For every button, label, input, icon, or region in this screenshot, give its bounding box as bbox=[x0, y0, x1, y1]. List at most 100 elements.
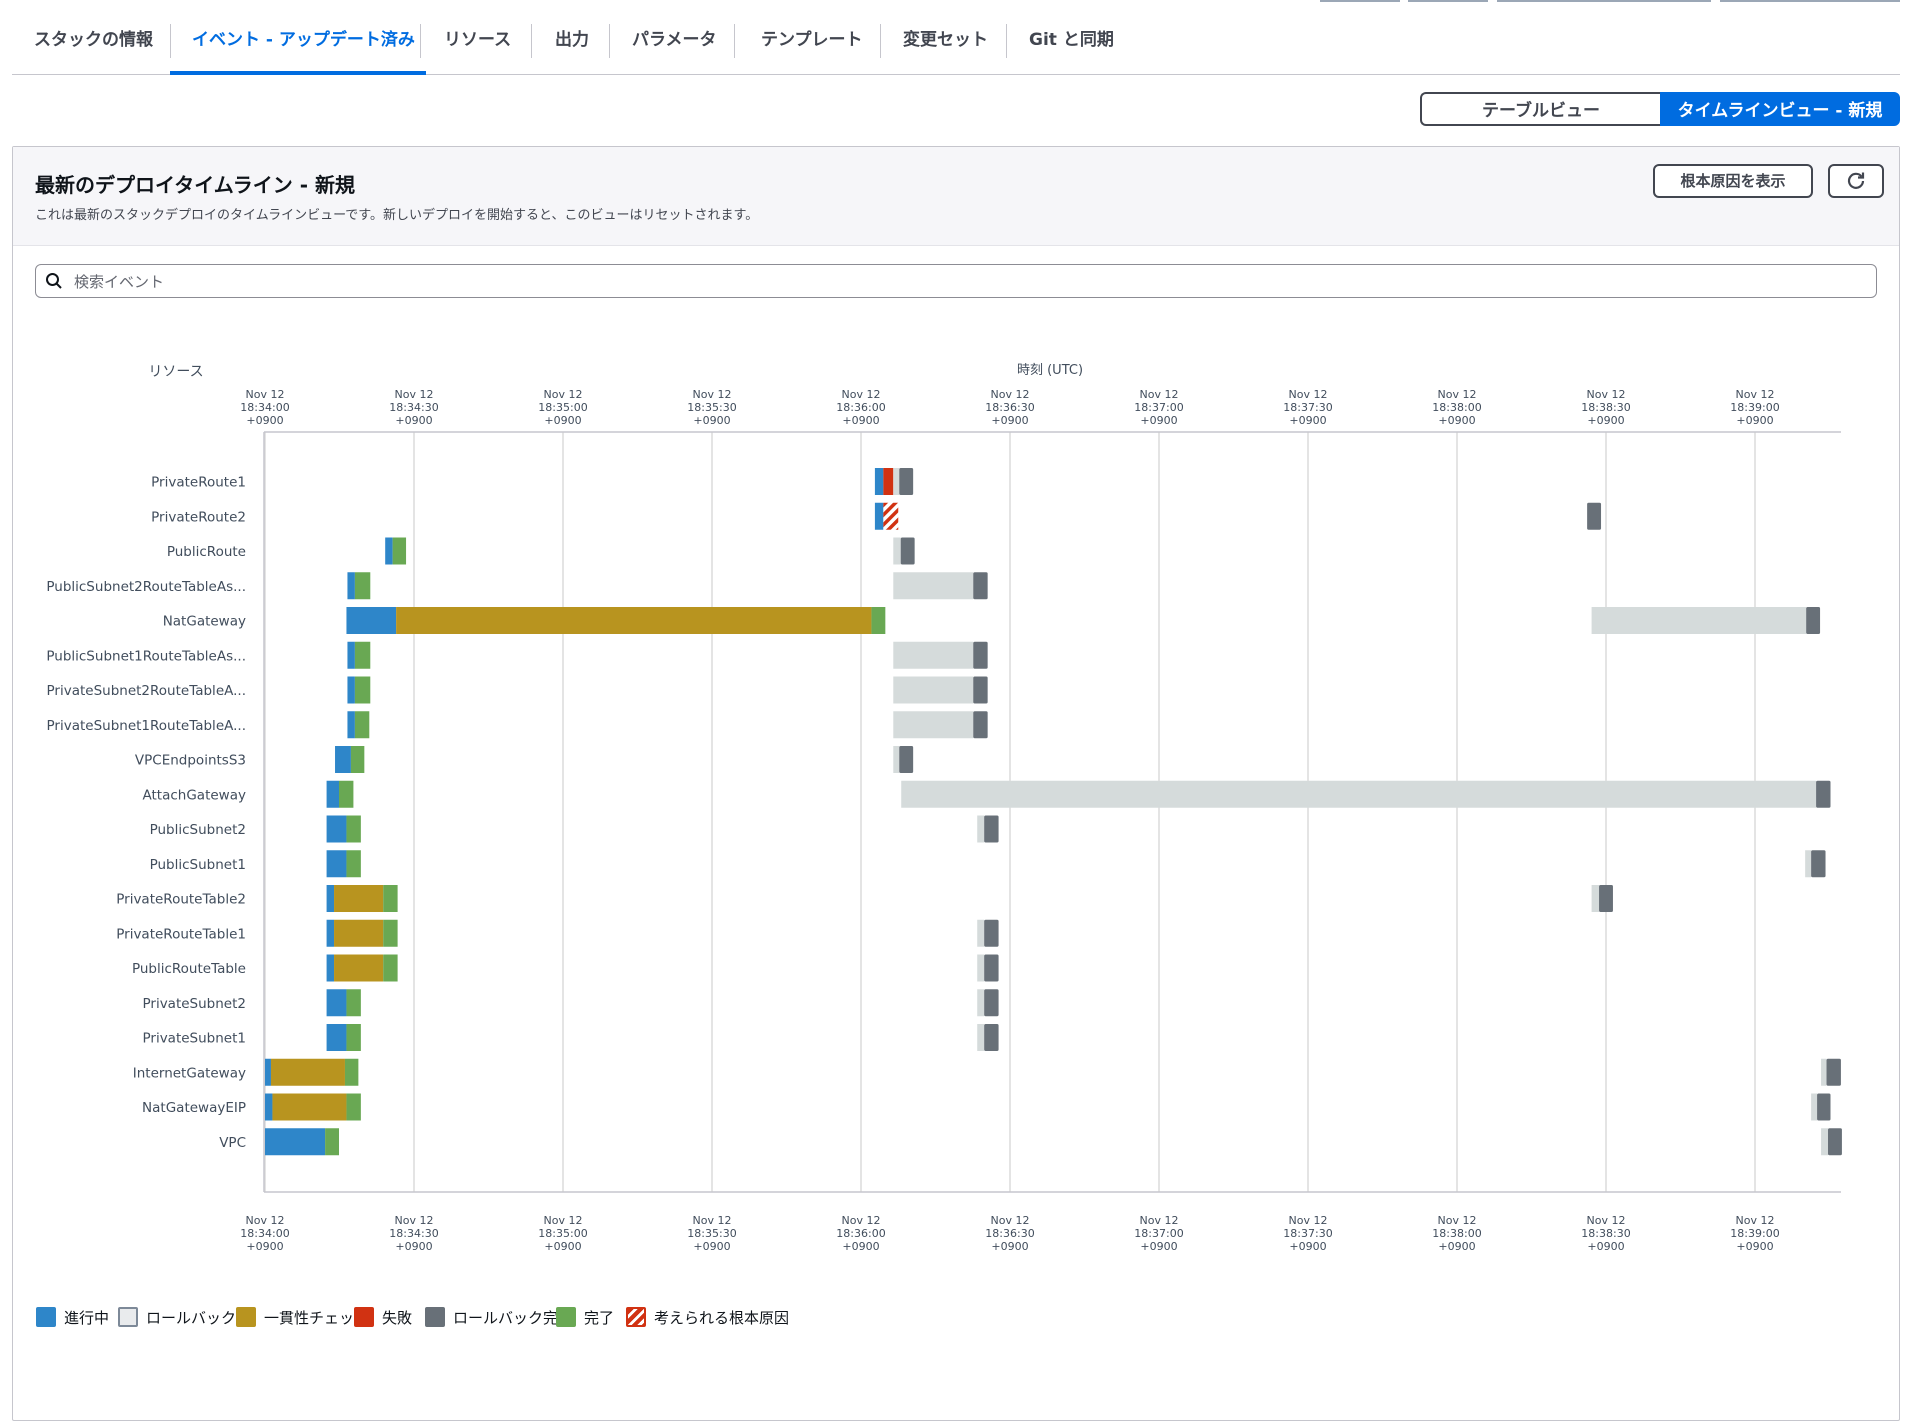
bar-rollback bbox=[1821, 1058, 1827, 1086]
resource-label: AttachGateway bbox=[143, 787, 246, 803]
bar-rollback-complete bbox=[1806, 607, 1821, 634]
resource-label: PrivateRoute2 bbox=[151, 509, 246, 525]
x-tick-bottom-tz: +0900 bbox=[1140, 1240, 1177, 1253]
tab-4[interactable]: 出力 bbox=[555, 30, 589, 50]
top-edge-control bbox=[1408, 0, 1488, 2]
bar-complete bbox=[344, 1058, 359, 1086]
x-tick-top-time: 18:37:00 bbox=[1134, 401, 1183, 414]
x-tick-bottom-tz: +0900 bbox=[1289, 1240, 1326, 1253]
bar-rollback bbox=[977, 1024, 985, 1051]
tab-7[interactable]: 変更セット bbox=[903, 30, 988, 50]
x-tick-bottom-date: Nov 12 bbox=[1736, 1214, 1775, 1227]
legend-label: 失敗 bbox=[382, 1309, 413, 1327]
bar-complete bbox=[339, 780, 354, 808]
x-tick-bottom-time: 18:36:30 bbox=[985, 1227, 1034, 1240]
x-tick-top-date: Nov 12 bbox=[1438, 388, 1477, 401]
x-tick-bottom-tz: +0900 bbox=[544, 1240, 581, 1253]
bar-rollback-complete bbox=[1817, 1093, 1831, 1121]
show-root-cause-button[interactable]: 根本原因を表示 bbox=[1653, 164, 1813, 198]
bar-rollback-complete bbox=[899, 468, 914, 495]
tab-3[interactable]: リソース bbox=[444, 30, 512, 50]
bar-rollback-complete bbox=[984, 919, 999, 947]
x-tick-top-time: 18:36:00 bbox=[836, 401, 885, 414]
x-tick-top-date: Nov 12 bbox=[1587, 388, 1626, 401]
x-tick-top-time: 18:35:30 bbox=[687, 401, 736, 414]
x-tick-top-time: 18:37:30 bbox=[1283, 401, 1332, 414]
active-tab-indicator bbox=[170, 71, 426, 75]
x-tick-top-date: Nov 12 bbox=[395, 388, 434, 401]
bar-complete bbox=[392, 537, 407, 565]
x-tick-top-tz: +0900 bbox=[842, 414, 879, 427]
bar-complete bbox=[871, 607, 886, 634]
timeline-view-button[interactable]: タイムラインビュー - 新規 bbox=[1660, 92, 1900, 126]
x-tick-top-tz: +0900 bbox=[246, 414, 283, 427]
tab-8[interactable]: Git と同期 bbox=[1029, 30, 1114, 50]
bar-rollback bbox=[1811, 1093, 1818, 1121]
bar-in-progress bbox=[874, 502, 884, 530]
tab-separator bbox=[420, 24, 421, 58]
bar-consistency bbox=[334, 919, 384, 947]
legend-swatch bbox=[236, 1307, 256, 1327]
refresh-button[interactable] bbox=[1828, 164, 1884, 198]
tab-bar: スタックの情報 イベント - アップデート済み リソース 出力 パラメータ テンプレート 変… bbox=[12, 0, 1900, 75]
bar-consistency bbox=[334, 954, 384, 982]
x-tick-bottom-time: 18:38:00 bbox=[1432, 1227, 1481, 1240]
x-tick-top-tz: +0900 bbox=[1289, 414, 1326, 427]
x-tick-top-date: Nov 12 bbox=[1140, 388, 1179, 401]
tab-1[interactable]: スタックの情報 bbox=[34, 30, 153, 50]
bar-consistency bbox=[396, 607, 872, 634]
top-edge-control bbox=[1497, 0, 1711, 2]
bar-rollback-complete bbox=[973, 711, 988, 739]
bar-complete bbox=[354, 711, 370, 739]
x-tick-top-tz: +0900 bbox=[1587, 414, 1624, 427]
x-tick-top-date: Nov 12 bbox=[246, 388, 285, 401]
x-tick-top-time: 18:34:30 bbox=[389, 401, 438, 414]
x-tick-bottom-tz: +0900 bbox=[395, 1240, 432, 1253]
table-view-button[interactable]: テーブルビュー bbox=[1420, 92, 1660, 126]
bar-in-progress bbox=[335, 746, 351, 773]
x-tick-bottom-tz: +0900 bbox=[1736, 1240, 1773, 1253]
x-tick-bottom-time: 18:39:00 bbox=[1730, 1227, 1779, 1240]
bar-in-progress bbox=[326, 885, 335, 912]
resource-label: NatGatewayEIP bbox=[142, 1100, 246, 1116]
resource-label: PrivateSubnet1RouteTableA... bbox=[47, 718, 246, 734]
x-tick-top-tz: +0900 bbox=[1736, 414, 1773, 427]
x-tick-top-date: Nov 12 bbox=[991, 388, 1030, 401]
panel-title: 最新のデプロイタイムライン - 新規 bbox=[35, 173, 356, 197]
bar-rollback bbox=[1591, 885, 1600, 912]
bar-in-progress bbox=[385, 537, 393, 565]
bar-in-progress bbox=[347, 711, 355, 739]
bar-in-progress bbox=[326, 919, 335, 947]
search-field[interactable] bbox=[35, 264, 1877, 298]
bar-in-progress bbox=[265, 1058, 271, 1086]
x-tick-bottom-date: Nov 12 bbox=[1438, 1214, 1477, 1227]
search-input[interactable] bbox=[72, 269, 1866, 295]
x-tick-top-tz: +0900 bbox=[991, 414, 1028, 427]
bar-failed bbox=[883, 468, 894, 495]
bar-rollback bbox=[977, 989, 985, 1017]
bar-rollback bbox=[977, 919, 985, 947]
x-tick-top-tz: +0900 bbox=[395, 414, 432, 427]
resource-label: InternetGateway bbox=[133, 1065, 246, 1081]
legend-swatch bbox=[556, 1307, 576, 1327]
bar-in-progress bbox=[347, 676, 355, 704]
bar-rollback bbox=[1805, 850, 1812, 878]
bar-complete bbox=[346, 815, 361, 843]
legend-label: 完了 bbox=[584, 1309, 615, 1327]
timeline-panel: 最新のデプロイタイムライン - 新規 これは最新のスタックデプロイのタイムライン… bbox=[12, 146, 1900, 1421]
search-icon bbox=[46, 273, 62, 289]
tab-2[interactable]: イベント - アップデート済み bbox=[192, 30, 415, 50]
bar-complete bbox=[383, 919, 398, 947]
resource-label: PublicSubnet2RouteTableAs... bbox=[46, 579, 246, 595]
bar-rollback-complete bbox=[1816, 780, 1831, 808]
bar-complete bbox=[383, 954, 398, 982]
bar-rollback-complete bbox=[1828, 1128, 1842, 1156]
x-tick-bottom-date: Nov 12 bbox=[1289, 1214, 1328, 1227]
tab-6[interactable]: テンプレート bbox=[761, 30, 863, 50]
x-tick-top-time: 18:35:00 bbox=[538, 401, 587, 414]
tab-5[interactable]: パラメータ bbox=[632, 30, 717, 50]
resource-label: VPC bbox=[219, 1135, 246, 1151]
x-tick-bottom-tz: +0900 bbox=[842, 1240, 879, 1253]
x-tick-top-tz: +0900 bbox=[544, 414, 581, 427]
